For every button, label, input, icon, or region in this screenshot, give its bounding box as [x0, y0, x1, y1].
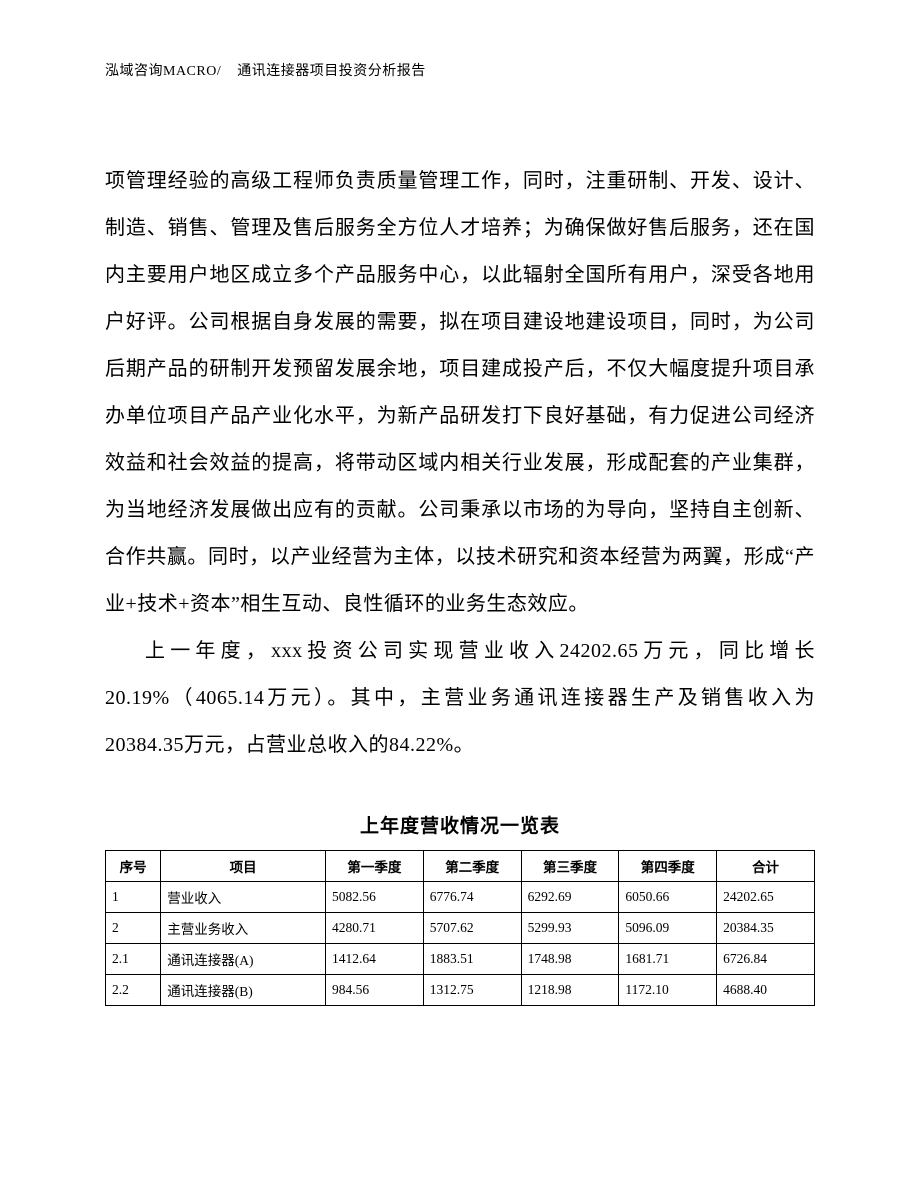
body-text: 项管理经验的高级工程师负责质量管理工作，同时，注重研制、开发、设计、制造、销售、…	[105, 158, 815, 769]
cell: 1748.98	[521, 944, 619, 975]
header-doc-title: 通讯连接器项目投资分析报告	[237, 64, 426, 79]
cell: 5096.09	[619, 913, 717, 944]
table-row: 1 营业收入 5082.56 6776.74 6292.69 6050.66 2…	[106, 882, 815, 913]
col-q3: 第三季度	[521, 851, 619, 882]
table-title: 上年度营收情况一览表	[105, 811, 815, 838]
header-company: 泓域咨询MACRO/	[105, 64, 221, 79]
cell: 1681.71	[619, 944, 717, 975]
cell: 5299.93	[521, 913, 619, 944]
cell: 通讯连接器(A)	[161, 944, 326, 975]
col-item: 项目	[161, 851, 326, 882]
cell: 1312.75	[423, 975, 521, 1006]
col-total: 合计	[717, 851, 815, 882]
table-row: 2.1 通讯连接器(A) 1412.64 1883.51 1748.98 168…	[106, 944, 815, 975]
cell: 2.2	[106, 975, 161, 1006]
page-header: 泓域咨询MACRO/ 通讯连接器项目投资分析报告	[105, 60, 815, 80]
cell: 通讯连接器(B)	[161, 975, 326, 1006]
cell: 24202.65	[717, 882, 815, 913]
cell: 6776.74	[423, 882, 521, 913]
table-row: 2.2 通讯连接器(B) 984.56 1312.75 1218.98 1172…	[106, 975, 815, 1006]
col-q1: 第一季度	[326, 851, 424, 882]
cell: 主营业务收入	[161, 913, 326, 944]
cell: 5082.56	[326, 882, 424, 913]
cell: 2	[106, 913, 161, 944]
table-row: 2 主营业务收入 4280.71 5707.62 5299.93 5096.09…	[106, 913, 815, 944]
cell: 1172.10	[619, 975, 717, 1006]
paragraph-2: 上一年度，xxx投资公司实现营业收入24202.65万元，同比增长20.19%（…	[105, 628, 815, 769]
table-header-row: 序号 项目 第一季度 第二季度 第三季度 第四季度 合计	[106, 851, 815, 882]
col-q2: 第二季度	[423, 851, 521, 882]
cell: 20384.35	[717, 913, 815, 944]
cell: 4688.40	[717, 975, 815, 1006]
cell: 6726.84	[717, 944, 815, 975]
cell: 6050.66	[619, 882, 717, 913]
cell: 营业收入	[161, 882, 326, 913]
cell: 6292.69	[521, 882, 619, 913]
cell: 5707.62	[423, 913, 521, 944]
cell: 4280.71	[326, 913, 424, 944]
revenue-table: 序号 项目 第一季度 第二季度 第三季度 第四季度 合计 1 营业收入 5082…	[105, 850, 815, 1006]
document-page: 泓域咨询MACRO/ 通讯连接器项目投资分析报告 项管理经验的高级工程师负责质量…	[0, 0, 920, 1191]
col-q4: 第四季度	[619, 851, 717, 882]
col-seq: 序号	[106, 851, 161, 882]
cell: 1883.51	[423, 944, 521, 975]
paragraph-1: 项管理经验的高级工程师负责质量管理工作，同时，注重研制、开发、设计、制造、销售、…	[105, 158, 815, 628]
cell: 2.1	[106, 944, 161, 975]
cell: 1	[106, 882, 161, 913]
cell: 1412.64	[326, 944, 424, 975]
cell: 1218.98	[521, 975, 619, 1006]
cell: 984.56	[326, 975, 424, 1006]
